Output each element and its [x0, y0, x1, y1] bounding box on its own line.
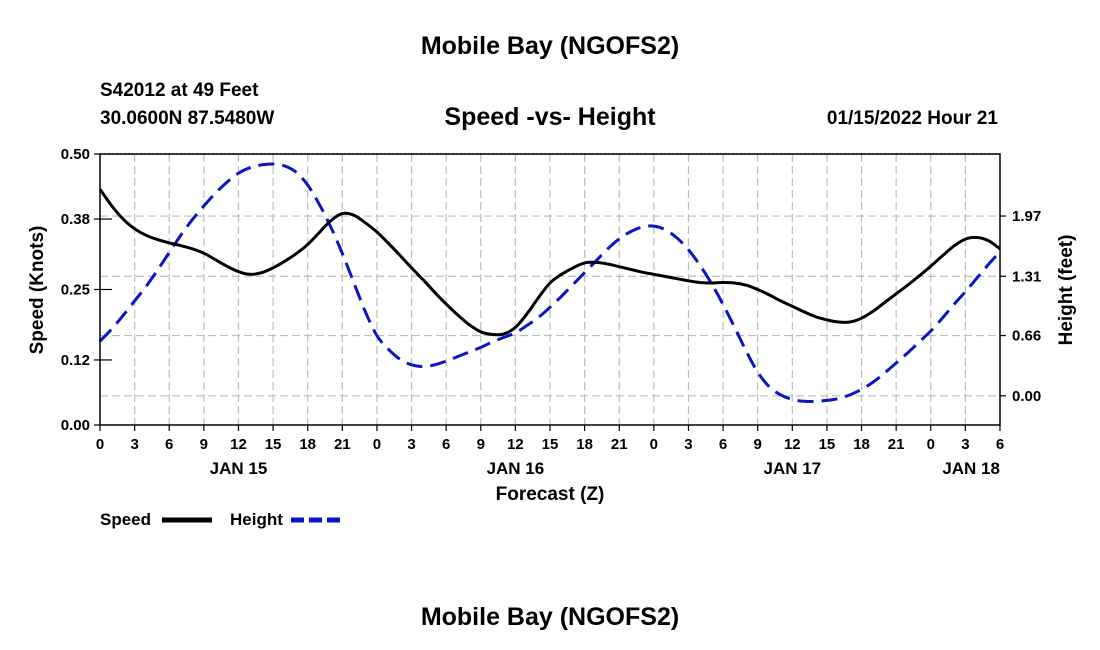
- x-tick-label: 18: [853, 436, 870, 453]
- location-label: 30.0600N 87.5480W: [100, 108, 274, 129]
- axes: 0 3 6 9 12 15 18 21 0 3 6 9 12 15 18 21 0 3 6 9 12 15 18 21 0 3 6 0…: [61, 146, 1041, 478]
- date-label: JAN 17: [763, 459, 821, 478]
- grid: [100, 153, 1000, 425]
- x-tick-label: 6: [719, 436, 727, 453]
- x-tick-label: 3: [130, 436, 138, 453]
- y2-tick-label: 0.00: [1012, 388, 1041, 405]
- chart-title: Speed -vs- Height: [444, 103, 656, 131]
- date-label: JAN 18: [942, 459, 1000, 478]
- x-tick-label: 6: [165, 436, 173, 453]
- y2-tick-label: 0.66: [1012, 328, 1041, 345]
- legend-height-label: Height: [230, 510, 283, 529]
- y2-axis-label: Height (feet): [1056, 235, 1077, 346]
- y-tick-label: 0.00: [61, 417, 90, 434]
- x-tick-label: 0: [96, 436, 104, 453]
- x-tick-label: 9: [200, 436, 208, 453]
- x-axis-label: Forecast (Z): [496, 484, 605, 505]
- y-tick-label: 0.25: [61, 282, 90, 299]
- x-tick-label: 6: [442, 436, 450, 453]
- date-label: JAN 16: [487, 459, 545, 478]
- x-tick-label: 12: [507, 436, 524, 453]
- station-label: S42012 at 49 Feet: [100, 80, 259, 101]
- x-tick-label: 18: [576, 436, 593, 453]
- date-label: JAN 15: [210, 459, 268, 478]
- series-layer: [98, 162, 1002, 403]
- x-tick-label: 0: [373, 436, 381, 453]
- legend: Speed Height: [100, 510, 342, 529]
- x-tick-label: 0: [927, 436, 935, 453]
- x-tick-label: 12: [784, 436, 801, 453]
- x-tick-label: 15: [819, 436, 836, 453]
- x-tick-label: 0: [650, 436, 658, 453]
- y-tick-label: 0.12: [61, 352, 90, 369]
- y2-tick-label: 1.31: [1012, 268, 1041, 285]
- y-tick-label: 0.50: [61, 146, 90, 163]
- datetime-label: 01/15/2022 Hour 21: [827, 108, 999, 129]
- x-tick-label: 15: [265, 436, 282, 453]
- footer-title: Mobile Bay (NGOFS2): [421, 603, 679, 631]
- x-tick-label: 21: [611, 436, 628, 453]
- x-tick-label: 15: [542, 436, 559, 453]
- x-tick-label: 3: [407, 436, 415, 453]
- series-line-speed: [98, 188, 1001, 337]
- x-tick-label: 9: [477, 436, 485, 453]
- x-tick-label: 21: [334, 436, 351, 453]
- y-axis-label: Speed (Knots): [27, 226, 48, 355]
- x-tick-label: 18: [299, 436, 316, 453]
- x-tick-label: 6: [996, 436, 1004, 453]
- y-tick-label: 0.38: [61, 211, 90, 228]
- x-tick-label: 21: [888, 436, 905, 453]
- page-title: Mobile Bay (NGOFS2): [421, 32, 679, 60]
- x-tick-label: 3: [961, 436, 969, 453]
- series-line-height: [98, 162, 1002, 403]
- x-tick-label: 12: [230, 436, 247, 453]
- legend-speed-label: Speed: [100, 510, 151, 529]
- y2-tick-label: 1.97: [1012, 208, 1041, 225]
- x-tick-label: 3: [684, 436, 692, 453]
- x-tick-label: 9: [754, 436, 762, 453]
